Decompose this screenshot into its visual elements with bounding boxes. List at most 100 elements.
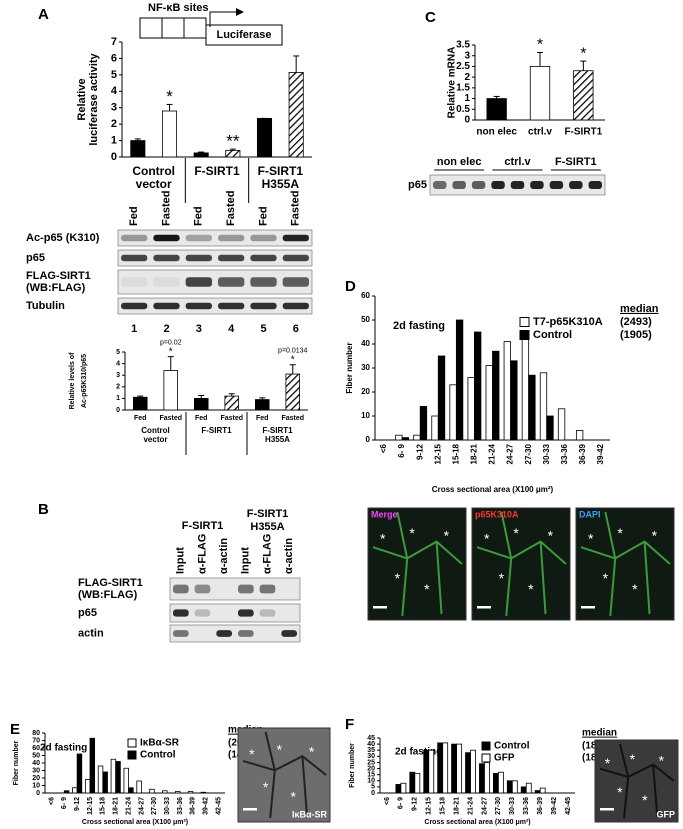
lane-number: 2 [163, 323, 169, 335]
bar [437, 355, 446, 441]
x-tick-label: 21-24 [125, 797, 132, 815]
blot-background [169, 603, 301, 623]
x-axis-label: Cross sectional area (X100 μm²) [432, 485, 554, 494]
legend-swatch [127, 738, 137, 748]
x-tick-label: 12-15 [433, 443, 442, 464]
bar [162, 790, 168, 794]
x-tick-label: 36-39 [578, 443, 587, 464]
bar [395, 434, 403, 441]
group-label: F-SIRT1 [262, 426, 293, 435]
fiber-marker: * [409, 525, 415, 541]
y-tick-label: 7 [111, 36, 117, 48]
y-tick-label: 2 [464, 72, 470, 83]
lane-number: 5 [260, 323, 266, 335]
x-tick-label: Fasted [159, 415, 182, 422]
legend-swatch [519, 330, 530, 340]
x-tick-label: Fasted [281, 415, 304, 422]
y-tick-label: 0 [111, 151, 117, 163]
x-tick-label: 27-30 [151, 797, 158, 815]
blot-band [250, 254, 277, 262]
bar [449, 384, 457, 441]
legend-label: Control [494, 741, 530, 752]
group-label: F-SIRT1 [555, 156, 597, 168]
y-tick-label: 5 [371, 784, 375, 791]
bar [163, 370, 179, 411]
sites-box [139, 17, 207, 39]
y-tick-label: 3 [464, 50, 470, 61]
fiber-marker: * [642, 792, 648, 808]
legend-title: median [582, 728, 617, 739]
x-tick-label: 9-12 [415, 443, 424, 460]
group-label: F-SIRT1 [182, 520, 224, 532]
blot-band [216, 630, 232, 637]
y-tick-label: 2 [111, 118, 117, 130]
bar [492, 350, 500, 441]
blot-background [117, 249, 313, 267]
lane-number: 4 [228, 323, 235, 335]
chart-title: 2d fasting [393, 320, 445, 332]
bar [510, 360, 518, 441]
blot-background [169, 577, 301, 601]
blot-band [185, 277, 212, 287]
blot-band [259, 584, 276, 594]
group-label: F-SIRT1 [247, 508, 289, 520]
x-tick-label: 33-36 [560, 443, 569, 464]
blot-band [194, 584, 211, 594]
blot-band [185, 302, 212, 310]
x-tick-label: 15-18 [100, 797, 107, 815]
bar [161, 110, 178, 158]
bar [409, 771, 416, 794]
blot-band [250, 302, 277, 310]
x-tick-label: 39-42 [203, 797, 210, 815]
bar [521, 336, 530, 441]
blot-band [121, 234, 148, 242]
panel-letter: F [345, 716, 354, 733]
legend-swatch [481, 741, 491, 751]
bar [174, 791, 181, 794]
fiber-marker: * [513, 525, 519, 541]
x-tick-label: 39-42 [551, 797, 558, 815]
bar [456, 743, 463, 794]
lane-label: Fed [257, 206, 269, 226]
blot-background [117, 269, 313, 295]
x-tick-label: 18-21 [470, 443, 479, 464]
x-tick-label: 24-27 [481, 797, 488, 815]
legend-swatch [127, 750, 137, 760]
bar [506, 780, 513, 794]
bar [485, 365, 493, 441]
legend-label: Control [140, 750, 176, 761]
blot-band [471, 181, 486, 189]
blot-row-label: p65 [408, 179, 427, 191]
x-tick-label: 36-39 [537, 797, 544, 815]
bar [479, 763, 485, 794]
blot-band [153, 254, 180, 262]
blot-band [452, 181, 466, 189]
x-tick-label: 27-30 [495, 797, 502, 815]
blot-background [117, 229, 313, 247]
bar [484, 762, 490, 794]
bar [431, 415, 439, 441]
blot-band [194, 609, 211, 617]
blot-band [281, 630, 297, 637]
gene-box [205, 24, 283, 46]
micrograph-label: Merge [371, 509, 398, 519]
x-tick-label: <6 [384, 797, 391, 805]
significance: * [169, 346, 173, 357]
bar [288, 71, 304, 158]
y-tick-label: 2.5 [456, 61, 470, 72]
fiber-marker: * [424, 581, 430, 597]
x-tick-label: 18-21 [453, 797, 460, 815]
bar [254, 399, 270, 411]
legend-median: (1905) [620, 329, 652, 341]
bar [128, 787, 134, 794]
x-tick-label: 21-24 [488, 443, 497, 464]
bar [63, 790, 70, 794]
bar [193, 397, 209, 411]
x-tick-label: 9-12 [412, 797, 419, 811]
x-tick-label: 33-36 [177, 797, 184, 815]
blot-row-label: Tubulin [26, 300, 65, 312]
x-tick-label: 42-45 [215, 797, 222, 815]
lane-label: Fasted [290, 191, 302, 226]
y-axis-label: Relative mRNA [447, 47, 458, 119]
blot-band [218, 302, 245, 310]
